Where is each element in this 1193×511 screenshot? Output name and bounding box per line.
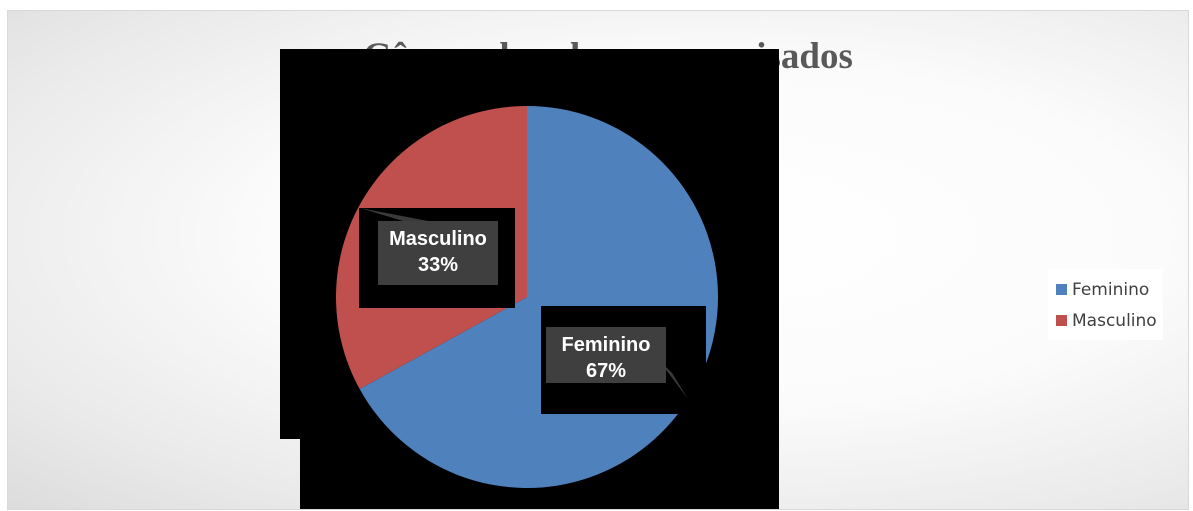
- pie-chart: Feminino 67% Masculino 33%: [280, 49, 779, 509]
- legend-item: Masculino: [1056, 305, 1157, 336]
- legend-swatch-masculino: [1056, 315, 1067, 326]
- chart-area: Gênero dos alunos pesquisados Feminino67…: [7, 10, 1189, 510]
- data-label-name-masculino: Masculino: [389, 228, 487, 250]
- legend: Feminino Masculino: [1048, 269, 1163, 340]
- legend-swatch-feminino: [1056, 284, 1067, 295]
- data-label-leader-masculino: [360, 208, 428, 221]
- legend-label-masculino: Masculino: [1072, 310, 1157, 331]
- legend-item: Feminino: [1056, 274, 1157, 305]
- legend-label-feminino: Feminino: [1072, 279, 1150, 300]
- data-label-name-feminino: Feminino: [562, 334, 651, 356]
- data-label-box-feminino: [546, 327, 666, 383]
- data-label-percent-masculino: 33%: [418, 254, 458, 276]
- data-label-percent-feminino: 67%: [586, 360, 626, 382]
- data-label-box-masculino: [378, 221, 498, 285]
